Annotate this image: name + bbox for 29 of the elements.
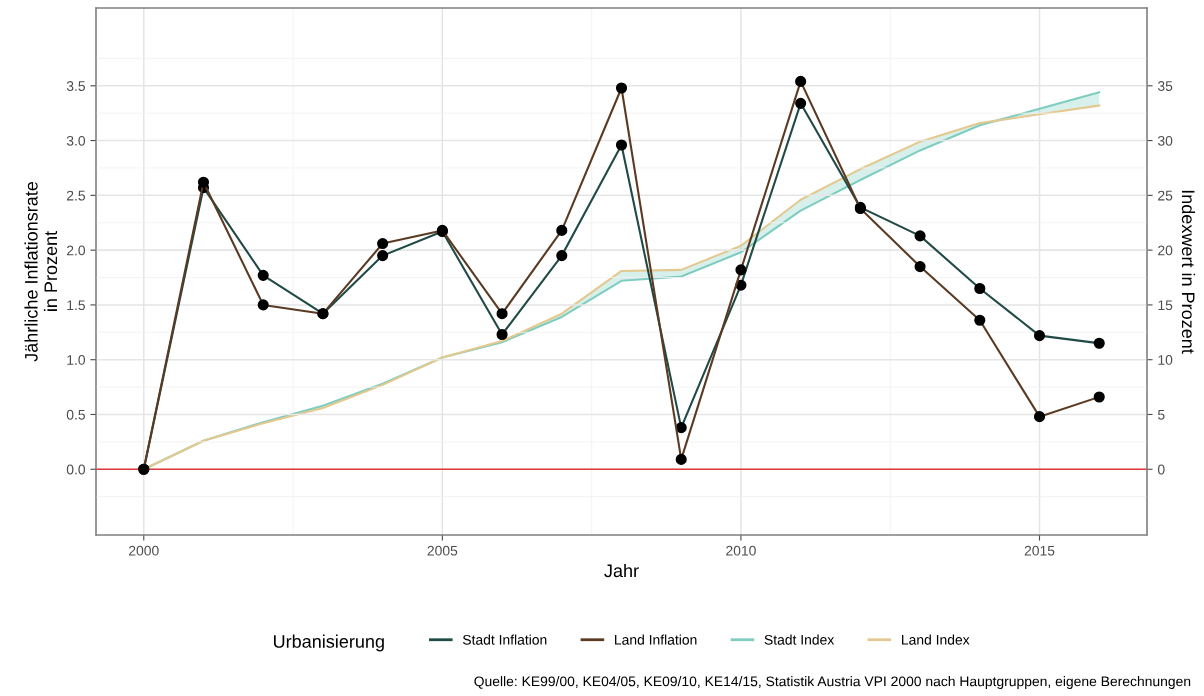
x-tick-label: 2015 bbox=[1024, 545, 1055, 556]
y2-tick-label: 35 bbox=[1157, 81, 1173, 91]
y2-tick-label: 20 bbox=[1158, 245, 1173, 256]
legend-label: Land Index bbox=[902, 634, 970, 645]
y-axis-title: Jährliche Inflationsrate in Prozent bbox=[24, 181, 58, 362]
y-tick-label: 2.5 bbox=[66, 190, 85, 201]
x-tick-label: 2000 bbox=[129, 545, 159, 556]
y2-tick-label: 5 bbox=[1157, 409, 1165, 420]
y2-axis-title: Indexwert in Prozent bbox=[1181, 190, 1196, 354]
y2-tick-label: 10 bbox=[1158, 355, 1173, 365]
legend-label: Stadt Index bbox=[764, 634, 835, 645]
y-tick-label: 0.0 bbox=[66, 464, 86, 475]
y-tick-label: 2.0 bbox=[66, 245, 86, 256]
x-tick-label: 2005 bbox=[427, 545, 458, 556]
y-tick-label: 1.0 bbox=[67, 355, 86, 365]
y2-tick-label: 15 bbox=[1158, 300, 1173, 311]
y-tick-label: 3.0 bbox=[66, 135, 86, 146]
x-tick-label: 2010 bbox=[726, 545, 756, 556]
y-tick-label: 0.5 bbox=[66, 409, 85, 420]
y-tick-label: 1.5 bbox=[67, 300, 85, 311]
source-note: Quelle: KE99/00, KE04/05, KE09/10, KE14/15, Statistik Austria VPI 2000 nach Hauptgruppen, eigene Berechnungen bbox=[474, 676, 1191, 689]
legend-title: Urbanisierung bbox=[273, 634, 384, 652]
y2-tick-label: 30 bbox=[1157, 135, 1173, 146]
x-axis-title: Jahr bbox=[604, 563, 639, 578]
y2-tick-label: 0 bbox=[1157, 464, 1165, 475]
legend-label: Stadt Inflation bbox=[462, 634, 547, 645]
y-tick-label: 3.5 bbox=[66, 81, 85, 91]
y2-tick-label: 25 bbox=[1158, 190, 1173, 201]
legend-label: Land Inflation bbox=[615, 634, 697, 645]
